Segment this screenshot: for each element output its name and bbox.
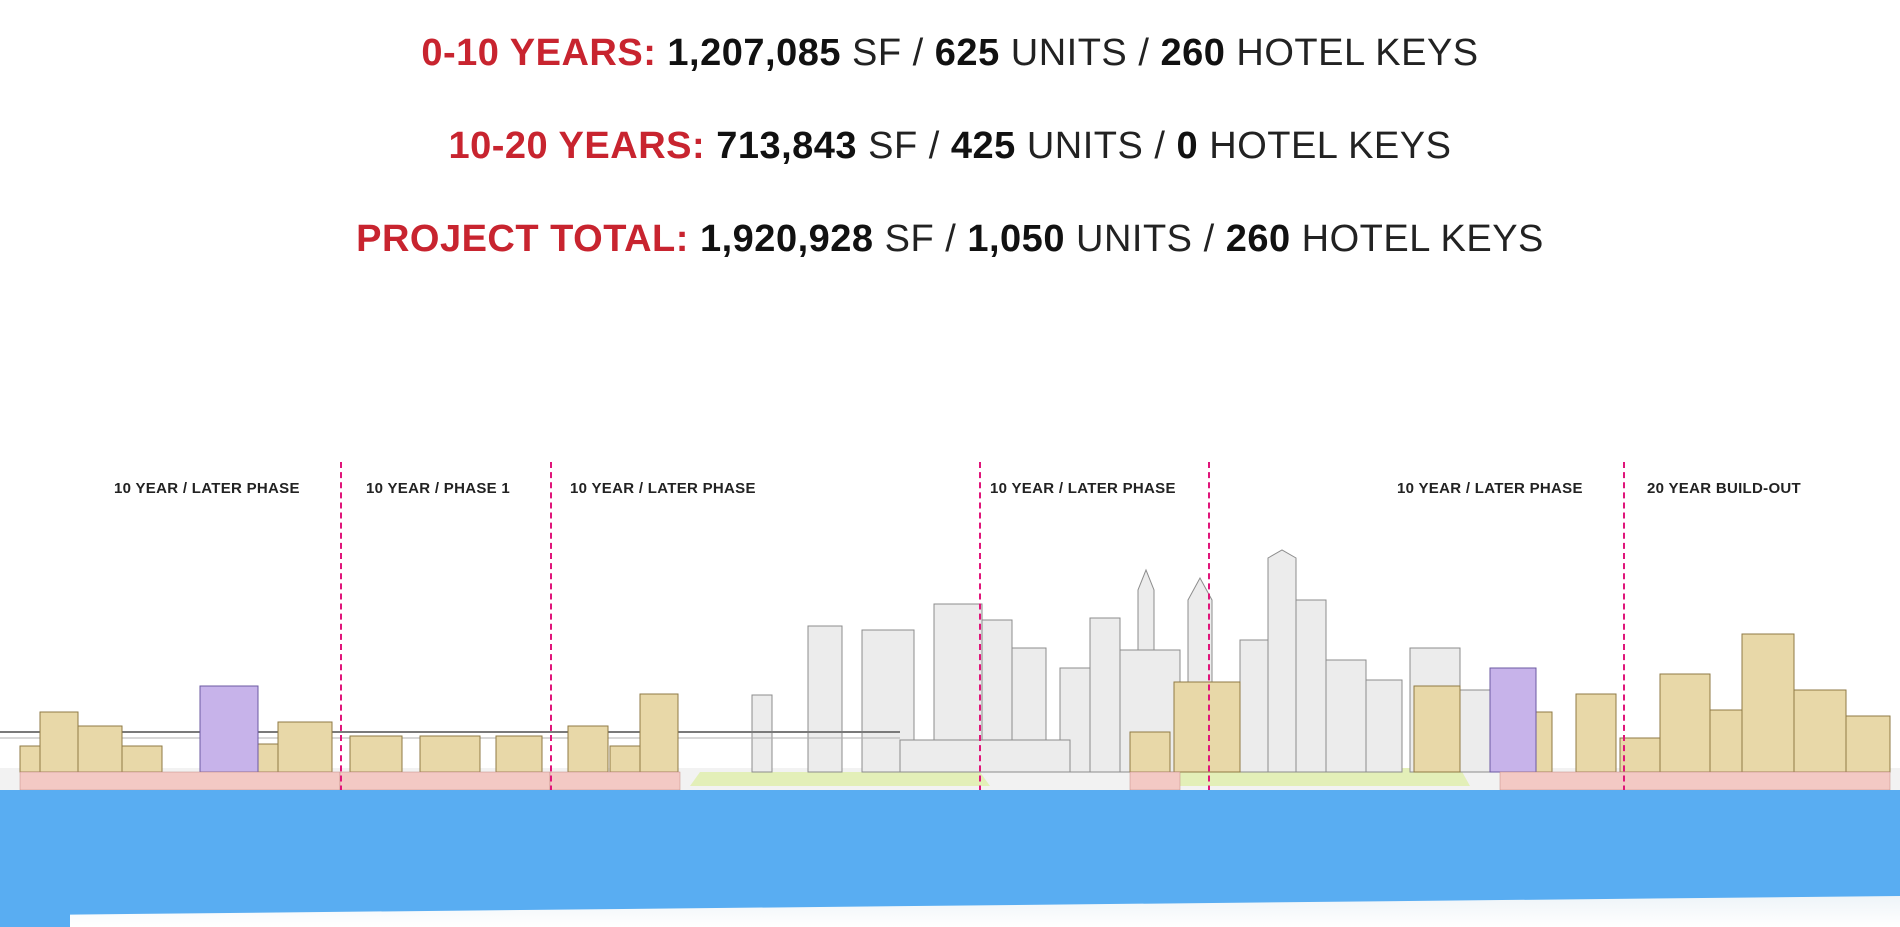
headline-label: 0-10 YEARS: — [421, 32, 657, 74]
phase-divider — [340, 462, 342, 832]
headline-units: 1,050 — [967, 218, 1065, 260]
headline-separator: / — [928, 125, 940, 167]
phase-divider — [1208, 462, 1210, 832]
phase-divider — [550, 462, 552, 832]
podium-base — [19, 771, 1891, 791]
headline-keys: 260 — [1160, 32, 1226, 74]
phase-divider — [1623, 462, 1625, 832]
headline-keys-unit: HOTEL KEYS — [1301, 218, 1544, 260]
headline-units-unit: UNITS — [1076, 218, 1193, 260]
existing-buildings — [751, 549, 1501, 773]
headline-units-unit: UNITS — [1026, 125, 1144, 167]
headline-sf-unit: SF — [868, 125, 918, 167]
headline-label: 10-20 YEARS: — [448, 125, 706, 167]
proposed-buildings-residential — [199, 667, 1537, 773]
headline-sf: 1,207,085 — [667, 32, 841, 74]
headline-units: 625 — [934, 32, 1000, 74]
proposed-buildings — [19, 633, 1891, 773]
headline-keys: 260 — [1225, 218, 1291, 260]
phase-label-1: 10 YEAR / LATER PHASE — [114, 480, 300, 497]
headline-keys-unit: HOTEL KEYS — [1209, 125, 1452, 167]
headline-separator: / — [1154, 125, 1166, 167]
headline-sf: 713,843 — [716, 125, 858, 167]
skyline-illustration — [0, 549, 1900, 791]
headline-label: PROJECT TOTAL: — [356, 218, 689, 260]
phase-label-2: 10 YEAR / PHASE 1 — [366, 480, 511, 497]
phase-label-4: 10 YEAR / LATER PHASE — [990, 480, 1176, 497]
headline-keys-unit: HOTEL KEYS — [1236, 32, 1479, 74]
headline-keys: 0 — [1176, 125, 1199, 167]
park-area — [690, 772, 990, 786]
headline-sf: 1,920,928 — [699, 218, 874, 260]
headline-separator: / — [945, 218, 957, 260]
headline-units: 425 — [950, 125, 1016, 167]
phase-divider — [979, 462, 981, 832]
phase-label-3: 10 YEAR / LATER PHASE — [570, 480, 756, 497]
phase-label-5: 10 YEAR / LATER PHASE — [1397, 480, 1583, 497]
headline-sf-unit: SF — [852, 32, 902, 74]
headline-separator: / — [912, 32, 924, 74]
headline-sf-unit: SF — [884, 218, 935, 260]
headline-units-unit: UNITS — [1010, 32, 1128, 74]
headline-10-20-years: 10-20 YEARS: 713,843 SF / 425 UNITS / 0 … — [0, 125, 1900, 168]
headline-separator: / — [1203, 218, 1215, 260]
headline-separator: / — [1138, 32, 1150, 74]
phase-label-6: 20 YEAR BUILD-OUT — [1647, 480, 1802, 497]
headline-0-10-years: 0-10 YEARS: 1,207,085 SF / 625 UNITS / 2… — [0, 32, 1900, 75]
headline-project-total: PROJECT TOTAL: 1,920,928 SF / 1,050 UNIT… — [0, 218, 1900, 261]
